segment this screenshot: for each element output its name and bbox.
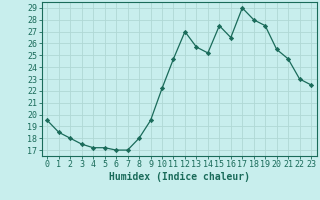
X-axis label: Humidex (Indice chaleur): Humidex (Indice chaleur) [109,172,250,182]
